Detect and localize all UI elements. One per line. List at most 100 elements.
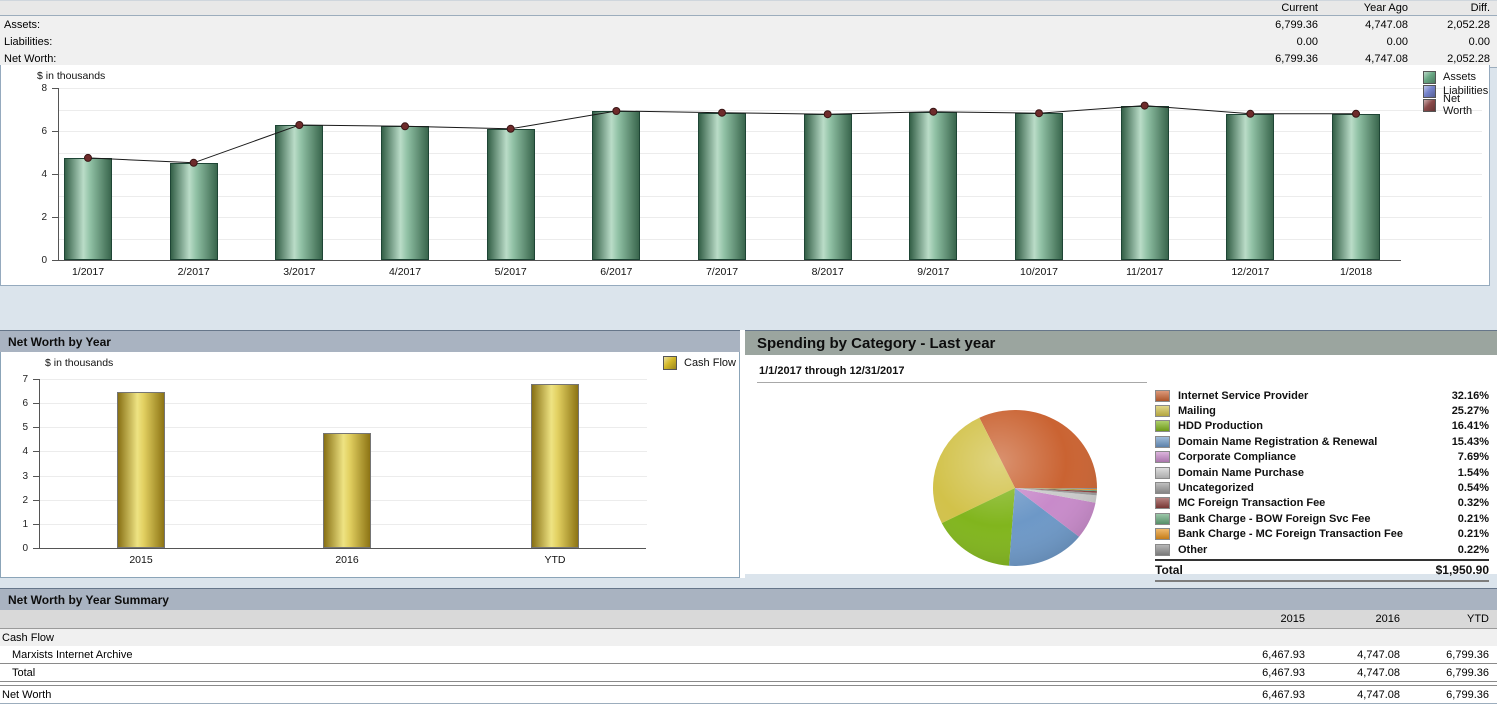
y-axis-label: 3	[22, 470, 28, 482]
summary-row-liabilities: Liabilities: 0.00 0.00 0.00	[0, 33, 1497, 50]
y-axis-label: 2	[41, 212, 47, 223]
column-header-current: Current	[1235, 1, 1325, 16]
row-net-worth: Net Worth 6,467.93 4,747.08 6,799.36	[0, 685, 1497, 704]
row-label: Net Worth	[0, 685, 1213, 704]
x-axis-label-8-2017: 8/2017	[811, 266, 844, 278]
y-axis-tick	[52, 260, 58, 261]
x-axis-label-2015: 2015	[129, 554, 153, 566]
y-axis-label: 4	[41, 169, 47, 180]
bar-10-2017[interactable]	[1015, 113, 1063, 260]
bar-2015[interactable]	[117, 391, 165, 548]
summary-value: 2,052.28	[1415, 15, 1497, 33]
net-worth-by-year-panel: Net Worth by Year $ in thousands 0 1 2 3 4 5 6…	[0, 330, 740, 578]
legend-item-hdd-production: HDD Production 16.41%	[1155, 419, 1489, 434]
bar-8-2017[interactable]	[803, 114, 852, 260]
summary-value: 0.00	[1325, 33, 1415, 50]
legend-label: Uncategorized	[1178, 482, 1254, 495]
legend-percent: 25.27%	[1451, 405, 1489, 418]
gridline	[40, 379, 647, 381]
legend-item-bank-charge-bow-foreign-svc-fee: Bank Charge - BOW Foreign Svc Fee 0.21%	[1155, 511, 1489, 526]
legend-label: HDD Production	[1178, 420, 1263, 433]
summary-value: 6,467.93	[1213, 685, 1313, 704]
cash-flow-legend: Cash Flow	[663, 356, 736, 370]
legend-percent: 32.16%	[1451, 389, 1489, 402]
gridline	[59, 174, 1482, 175]
x-axis-label-12-2017: 12/2017	[1231, 266, 1270, 278]
legend-label: Other	[1178, 543, 1208, 556]
x-axis-label-3-2017: 3/2017	[283, 266, 316, 278]
bar-4-2017[interactable]	[381, 126, 429, 260]
legend-percent: 0.54%	[1457, 482, 1489, 495]
bar-7-2017[interactable]	[698, 112, 746, 260]
legend-swatch-net-worth	[1423, 98, 1436, 112]
net-worth-by-year-body: $ in thousands 0 1 2 3 4 5 6 7 2015 2016 YTD Cash …	[0, 352, 740, 578]
legend-swatch-cash-flow	[663, 356, 677, 370]
y-axis-label: 6	[22, 398, 28, 410]
panel-title-net-worth-summary: Net Worth by Year Summary	[0, 588, 1497, 610]
total-label: Total	[1155, 563, 1183, 578]
bar-1-2017[interactable]	[64, 157, 112, 260]
legend-item-domain-name-registration-renewal: Domain Name Registration & Renewal 15.43%	[1155, 434, 1489, 449]
spending-pie	[925, 402, 1105, 574]
legend-swatch-domain-name-registration-renewal	[1155, 435, 1170, 448]
row-cash-flow: Cash Flow	[0, 628, 1497, 646]
legend-label: Bank Charge - MC Foreign Transaction Fee	[1178, 528, 1403, 541]
y-axis-tick	[52, 88, 58, 89]
legend-label: Assets	[1443, 71, 1477, 83]
bar-5-2017[interactable]	[486, 128, 535, 260]
net-worth-monthly-legend: Assets Liabilities Net Worth	[1423, 70, 1489, 117]
top-summary-table: Current Year Ago Diff. Assets: 6,799.36 4,747…	[0, 0, 1497, 68]
legend-item-corporate-compliance: Corporate Compliance 7.69%	[1155, 450, 1489, 465]
summary-value: 4,747.08	[1313, 685, 1408, 704]
bar-12-2017[interactable]	[1226, 113, 1275, 260]
bar-2016[interactable]	[323, 433, 371, 548]
legend-percent: 0.21%	[1457, 512, 1489, 525]
legend-swatch-mailing	[1155, 405, 1170, 418]
bar-6-2017[interactable]	[592, 111, 641, 260]
y-axis-label: 6	[41, 126, 47, 137]
row-label: Marxists Internet Archive	[0, 646, 1213, 664]
unit-label: $ in thousands	[45, 357, 114, 369]
summary-row-net-worth: Net Worth: 6,799.36 4,747.08 2,052.28	[0, 50, 1497, 67]
x-axis-label-4-2017: 4/2017	[388, 266, 422, 278]
y-axis-tick	[33, 548, 39, 549]
spending-by-category-panel: Spending by Category - Last year 1/1/201…	[745, 330, 1497, 583]
legend-item-domain-name-purchase: Domain Name Purchase 1.54%	[1155, 465, 1489, 480]
summary-table-mount: 2015 2016 YTD Cash Flow Marxists Internet Ar…	[0, 610, 1497, 704]
bar-3-2017[interactable]	[275, 124, 324, 260]
legend-item-mc-foreign-transaction-fee: MC Foreign Transaction Fee 0.32%	[1155, 496, 1489, 511]
spending-total-row: Total $1,950.90	[1155, 559, 1489, 583]
row-marxists-internet-archive: Marxists Internet Archive 6,467.93 4,747.0…	[0, 646, 1497, 664]
bar-9-2017[interactable]	[909, 111, 958, 260]
summary-value: 6,799.36	[1408, 663, 1497, 682]
column-header-2015: 2015	[1213, 610, 1313, 629]
subtitle-rule	[757, 382, 1147, 383]
bar-11-2017[interactable]	[1120, 105, 1169, 260]
summary-value: 0.00	[1415, 33, 1497, 50]
row-total: Total 6,467.93 4,747.08 6,799.36	[0, 663, 1497, 682]
date-range-label: 1/1/2017 through 12/31/2017	[759, 365, 905, 377]
legend-percent: 15.43%	[1451, 435, 1489, 448]
summary-value	[1408, 628, 1497, 646]
summary-value: 4,747.08	[1313, 663, 1408, 682]
summary-value: 4,747.08	[1325, 50, 1415, 67]
legend-label: Net Worth	[1443, 93, 1473, 117]
x-axis-label-9-2017: 9/2017	[917, 266, 950, 278]
legend-swatch-bank-charge-bow-foreign-svc-fee	[1155, 512, 1170, 525]
legend-label: Bank Charge - BOW Foreign Svc Fee	[1178, 512, 1371, 525]
total-value: $1,950.90	[1435, 563, 1489, 578]
x-axis-label-ytd: YTD	[544, 554, 566, 566]
bar-1-2018[interactable]	[1332, 113, 1380, 260]
summary-value: 6,799.36	[1235, 50, 1325, 67]
bar-ytd[interactable]	[531, 383, 579, 548]
panel-title-spending-by-category: Spending by Category - Last year	[745, 330, 1497, 355]
summary-value: 0.00	[1235, 33, 1325, 50]
x-axis-label-2-2017: 2/2017	[177, 266, 210, 278]
y-axis-label: 0	[41, 255, 47, 266]
bar-2-2017[interactable]	[169, 162, 218, 260]
y-axis-tick	[33, 523, 39, 525]
gridline	[59, 195, 1482, 197]
legend-swatch-domain-name-purchase	[1155, 466, 1170, 479]
legend-item-mailing: Mailing 25.27%	[1155, 403, 1489, 418]
summary-value	[1213, 628, 1313, 646]
